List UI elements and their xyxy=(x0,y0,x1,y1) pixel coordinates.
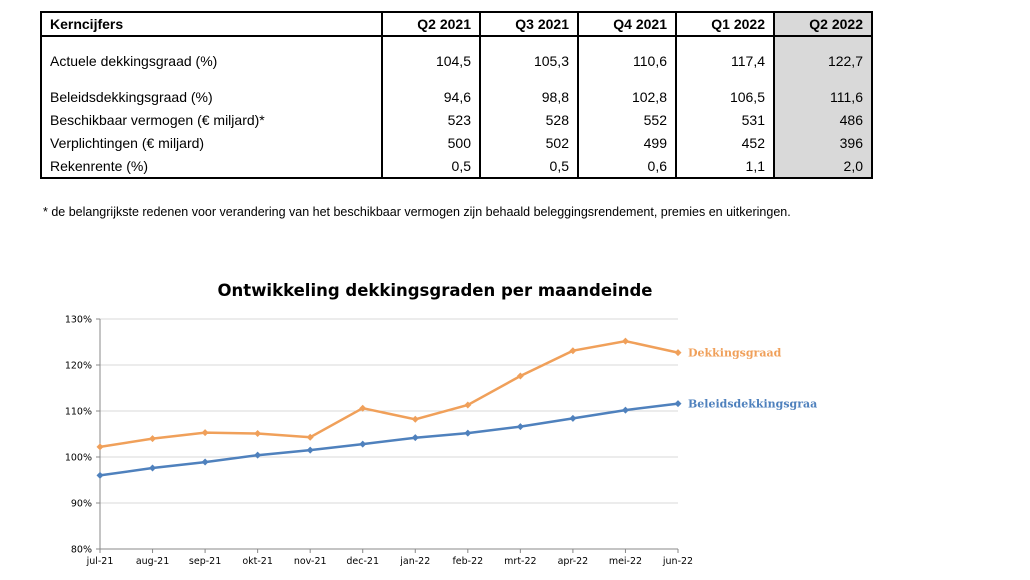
data-point xyxy=(149,464,157,472)
table-header-q4-2021: Q4 2021 xyxy=(577,11,677,37)
table-spacer-row xyxy=(40,72,873,85)
x-tick-label: okt-21 xyxy=(242,556,273,567)
table-cell: 122,7 xyxy=(773,49,873,72)
table-header-q1-2022: Q1 2022 xyxy=(675,11,775,37)
data-point xyxy=(674,349,682,357)
table-cell: 452 xyxy=(675,131,775,154)
table-header-q2-2022: Q2 2022 xyxy=(773,11,873,37)
data-point xyxy=(411,415,419,423)
table-row: Actuele dekkingsgraad (%) 104,5 105,3 11… xyxy=(40,49,873,72)
data-point xyxy=(254,451,262,459)
data-point xyxy=(96,471,104,479)
x-tick-label: feb-22 xyxy=(452,556,483,567)
data-point xyxy=(464,429,472,437)
x-tick-label: apr-22 xyxy=(558,556,589,567)
table-cell: 2,0 xyxy=(773,154,873,179)
x-axis-ticks: jul-21 aug-21 sep-21 okt-21 nov-21 dec-21 jan-… xyxy=(86,556,694,567)
row-label: Actuele dekkingsgraad (%) xyxy=(40,49,383,72)
x-tick-label: mrt-22 xyxy=(504,556,536,567)
table-cell: 106,5 xyxy=(675,85,775,108)
table-footnote: * de belangrijkste redenen voor verander… xyxy=(43,205,791,219)
data-point xyxy=(411,434,419,442)
table-cell: 94,6 xyxy=(381,85,481,108)
table-cell: 0,6 xyxy=(577,154,677,179)
table-cell: 528 xyxy=(479,108,579,131)
data-point xyxy=(306,433,314,441)
table-cell: 102,8 xyxy=(577,85,677,108)
table-header-q3-2021: Q3 2021 xyxy=(479,11,579,37)
x-tick-label: jul-21 xyxy=(86,556,114,567)
data-point xyxy=(96,443,104,451)
data-point xyxy=(516,372,524,380)
table-cell: 1,1 xyxy=(675,154,775,179)
table-row: Rekenrente (%) 0,5 0,5 0,6 1,1 2,0 xyxy=(40,154,873,179)
data-point xyxy=(359,404,367,412)
table-cell: 499 xyxy=(577,131,677,154)
chart-axes xyxy=(96,318,679,553)
y-axis-ticks: 80% 90% 100% 110% 120% 130% xyxy=(65,315,92,556)
x-tick-label: jun-22 xyxy=(662,556,693,567)
table-cell: 500 xyxy=(381,131,481,154)
table-cell: 531 xyxy=(675,108,775,131)
y-tick-label: 130% xyxy=(65,315,92,326)
table-cell: 110,6 xyxy=(577,49,677,72)
x-tick-label: nov-21 xyxy=(294,556,327,567)
table-row: Beleidsdekkingsgraad (%) 94,6 98,8 102,8… xyxy=(40,85,873,108)
table-cell: 502 xyxy=(479,131,579,154)
series-line-0 xyxy=(99,339,679,449)
series-line-1 xyxy=(99,402,679,477)
x-tick-label: aug-21 xyxy=(136,556,169,567)
data-point xyxy=(464,401,472,409)
table-spacer-row xyxy=(40,36,873,49)
x-tick-label: dec-21 xyxy=(346,556,379,567)
data-point xyxy=(359,440,367,448)
table-cell: 552 xyxy=(577,108,677,131)
table-header-q2-2021: Q2 2021 xyxy=(381,11,481,37)
data-point xyxy=(569,347,577,355)
table-cell: 0,5 xyxy=(381,154,481,179)
row-label: Beleidsdekkingsgraad (%) xyxy=(40,85,383,108)
row-label: Rekenrente (%) xyxy=(40,154,383,179)
table-cell: 0,5 xyxy=(479,154,579,179)
series-label: Dekkingsgraad xyxy=(688,347,782,360)
x-tick-label: jan-22 xyxy=(399,556,430,567)
data-point xyxy=(621,337,629,345)
table-cell: 486 xyxy=(773,108,873,131)
y-tick-label: 110% xyxy=(65,407,92,418)
table-row: Beschikbaar vermogen (€ miljard)* 523 52… xyxy=(40,108,873,131)
line-chart: jul-21 aug-21 sep-21 okt-21 nov-21 dec-21 jan-… xyxy=(65,315,817,568)
x-tick-label: mei-22 xyxy=(609,556,642,567)
data-point xyxy=(674,400,682,408)
data-point xyxy=(201,429,209,437)
table-cell: 117,4 xyxy=(675,49,775,72)
chart-title: Ontwikkeling dekkingsgraden per maandein… xyxy=(217,281,653,300)
y-tick-label: 80% xyxy=(71,545,92,556)
row-label: Verplichtingen (€ miljard) xyxy=(40,131,383,154)
data-point xyxy=(254,430,262,438)
data-point xyxy=(201,458,209,466)
table-cell: 105,3 xyxy=(479,49,579,72)
table-cell: 111,6 xyxy=(773,85,873,108)
series-label: Beleidsdekkingsgraa xyxy=(688,398,817,411)
data-point xyxy=(516,423,524,431)
table-cell: 98,8 xyxy=(479,85,579,108)
chart-gridlines xyxy=(100,318,678,504)
y-tick-label: 120% xyxy=(65,361,92,372)
table-header-label: Kerncijfers xyxy=(40,11,383,37)
table-row: Verplichtingen (€ miljard) 500 502 499 4… xyxy=(40,131,873,154)
table-cell: 396 xyxy=(773,131,873,154)
table-header-row: Kerncijfers Q2 2021 Q3 2021 Q4 2021 Q1 2… xyxy=(40,11,873,37)
data-point xyxy=(621,406,629,414)
chart-series: Dekkingsgraad Beleidsdekkingsgraa xyxy=(96,337,817,479)
x-tick-label: sep-21 xyxy=(189,556,221,567)
table-cell: 104,5 xyxy=(381,49,481,72)
data-point xyxy=(306,446,314,454)
kerncijfers-table: Kerncijfers Q2 2021 Q3 2021 Q4 2021 Q1 2… xyxy=(40,11,873,179)
row-label: Beschikbaar vermogen (€ miljard)* xyxy=(40,108,383,131)
data-point xyxy=(569,414,577,422)
data-point xyxy=(149,435,157,443)
table-cell: 523 xyxy=(381,108,481,131)
y-tick-label: 100% xyxy=(65,453,92,464)
y-tick-label: 90% xyxy=(71,499,92,510)
